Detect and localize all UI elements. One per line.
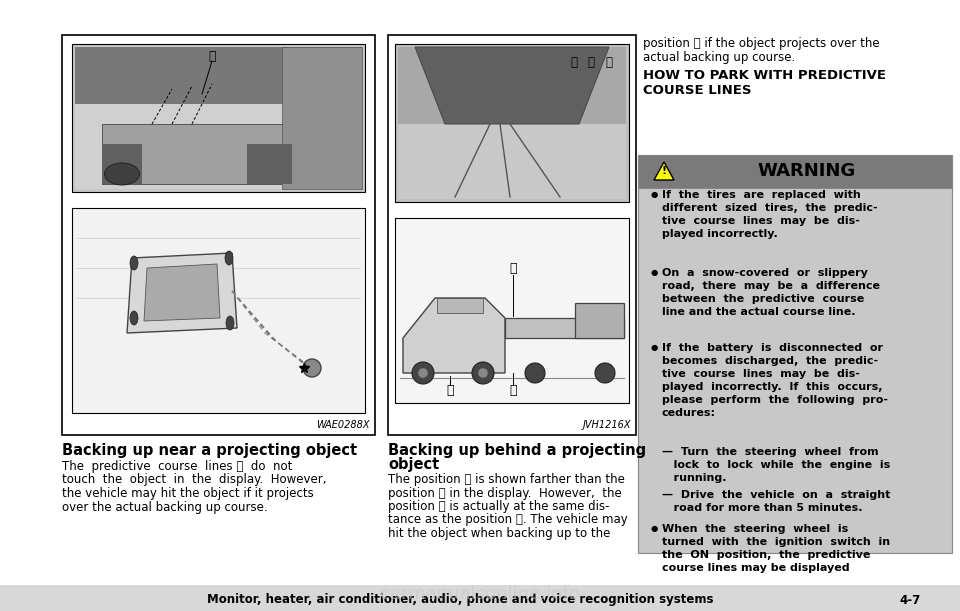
FancyBboxPatch shape — [0, 585, 960, 611]
Text: Ⓒ: Ⓒ — [570, 56, 578, 68]
Text: Ⓐ: Ⓐ — [446, 384, 454, 398]
Ellipse shape — [418, 368, 428, 378]
Text: WARNING: WARNING — [757, 162, 856, 180]
Ellipse shape — [478, 368, 488, 378]
Polygon shape — [654, 162, 674, 180]
Polygon shape — [575, 303, 624, 338]
Text: road,  there  may  be  a  difference: road, there may be a difference — [662, 281, 880, 291]
Polygon shape — [437, 298, 483, 313]
Text: course lines may be displayed: course lines may be displayed — [662, 563, 850, 573]
Text: Ⓐ: Ⓐ — [208, 49, 216, 62]
Text: —  Turn  the  steering  wheel  from: — Turn the steering wheel from — [662, 447, 878, 457]
Text: ●: ● — [651, 268, 659, 277]
Text: The position Ⓒ is shown farther than the: The position Ⓒ is shown farther than the — [388, 473, 625, 486]
Polygon shape — [247, 144, 292, 184]
Polygon shape — [398, 47, 626, 199]
Text: The  predictive  course  lines Ⓐ  do  not: The predictive course lines Ⓐ do not — [62, 460, 293, 473]
Text: carmanualsonline.info: carmanualsonline.info — [380, 585, 580, 603]
Text: JVH1216X: JVH1216X — [583, 420, 631, 430]
Polygon shape — [398, 124, 626, 199]
Text: please  perform  the  following  pro-: please perform the following pro- — [662, 395, 888, 405]
Text: tive  course  lines  may  be  dis-: tive course lines may be dis- — [662, 216, 860, 226]
Text: tive  course  lines  may  be  dis-: tive course lines may be dis- — [662, 369, 860, 379]
Ellipse shape — [595, 363, 615, 383]
Text: position Ⓒ is actually at the same dis-: position Ⓒ is actually at the same dis- — [388, 500, 610, 513]
Text: Monitor, heater, air conditioner, audio, phone and voice recognition systems: Monitor, heater, air conditioner, audio,… — [206, 593, 713, 607]
FancyBboxPatch shape — [638, 155, 952, 188]
FancyBboxPatch shape — [72, 208, 365, 413]
Text: over the actual backing up course.: over the actual backing up course. — [62, 500, 268, 513]
Text: Backing up behind a projecting: Backing up behind a projecting — [388, 443, 646, 458]
Text: becomes  discharged,  the  predic-: becomes discharged, the predic- — [662, 356, 878, 366]
Text: played  incorrectly.  If  this  occurs,: played incorrectly. If this occurs, — [662, 382, 882, 392]
FancyBboxPatch shape — [75, 47, 362, 189]
Ellipse shape — [105, 163, 139, 185]
Text: hit the object when backing up to the: hit the object when backing up to the — [388, 527, 611, 540]
Polygon shape — [403, 298, 505, 373]
Text: position Ⓑ in the display.  However,  the: position Ⓑ in the display. However, the — [388, 486, 622, 500]
Text: cedures:: cedures: — [662, 408, 716, 418]
Polygon shape — [282, 47, 362, 189]
Text: If  the  tires  are  replaced  with: If the tires are replaced with — [662, 190, 861, 200]
Text: Ⓑ: Ⓑ — [588, 56, 594, 68]
Polygon shape — [127, 253, 237, 333]
Text: When  the  steering  wheel  is: When the steering wheel is — [662, 524, 849, 534]
Text: On  a  snow-covered  or  slippery: On a snow-covered or slippery — [662, 268, 868, 278]
Text: road for more than 5 minutes.: road for more than 5 minutes. — [662, 503, 862, 513]
Polygon shape — [415, 47, 609, 124]
Text: ●: ● — [651, 190, 659, 199]
Text: Ⓑ: Ⓑ — [509, 384, 516, 398]
Text: running.: running. — [662, 473, 727, 483]
Text: Backing up near a projecting object: Backing up near a projecting object — [62, 443, 357, 458]
Text: 4-7: 4-7 — [900, 593, 921, 607]
Text: line and the actual course line.: line and the actual course line. — [662, 307, 855, 317]
Polygon shape — [505, 318, 624, 338]
Text: —  Drive  the  vehicle  on  a  straight: — Drive the vehicle on a straight — [662, 490, 890, 500]
Text: Ⓐ: Ⓐ — [606, 56, 612, 68]
Text: the  ON  position,  the  predictive: the ON position, the predictive — [662, 550, 871, 560]
FancyBboxPatch shape — [72, 44, 365, 192]
Text: ●: ● — [651, 343, 659, 352]
Text: If  the  battery  is  disconnected  or: If the battery is disconnected or — [662, 343, 883, 353]
Ellipse shape — [525, 363, 545, 383]
Ellipse shape — [130, 311, 138, 325]
Text: position Ⓐ if the object projects over the: position Ⓐ if the object projects over t… — [643, 37, 879, 50]
Text: actual backing up course.: actual backing up course. — [643, 51, 795, 64]
Ellipse shape — [225, 251, 233, 265]
Text: played incorrectly.: played incorrectly. — [662, 229, 778, 239]
FancyBboxPatch shape — [395, 218, 629, 403]
FancyBboxPatch shape — [395, 44, 629, 202]
Text: lock  to  lock  while  the  engine  is: lock to lock while the engine is — [662, 460, 890, 470]
Text: different  sized  tires,  the  predic-: different sized tires, the predic- — [662, 203, 877, 213]
Ellipse shape — [412, 362, 434, 384]
Text: the vehicle may hit the object if it projects: the vehicle may hit the object if it pro… — [62, 487, 314, 500]
Text: WAE0288X: WAE0288X — [317, 420, 370, 430]
Text: Ⓒ: Ⓒ — [509, 262, 516, 274]
Polygon shape — [75, 47, 362, 104]
Polygon shape — [75, 104, 362, 189]
FancyBboxPatch shape — [388, 35, 636, 435]
Text: !: ! — [661, 166, 666, 176]
FancyBboxPatch shape — [62, 35, 375, 435]
Text: between  the  predictive  course: between the predictive course — [662, 294, 864, 304]
Text: touch  the  object  in  the  display.  However,: touch the object in the display. However… — [62, 474, 326, 486]
Polygon shape — [102, 144, 142, 184]
FancyBboxPatch shape — [638, 155, 952, 553]
Ellipse shape — [130, 256, 138, 270]
Text: tance as the position Ⓐ. The vehicle may: tance as the position Ⓐ. The vehicle may — [388, 513, 628, 527]
Ellipse shape — [303, 359, 321, 377]
Text: ●: ● — [651, 524, 659, 533]
Ellipse shape — [226, 316, 234, 330]
Text: object: object — [388, 457, 440, 472]
Text: COURSE LINES: COURSE LINES — [643, 84, 752, 97]
Ellipse shape — [472, 362, 494, 384]
Polygon shape — [144, 264, 220, 321]
Text: HOW TO PARK WITH PREDICTIVE: HOW TO PARK WITH PREDICTIVE — [643, 69, 886, 82]
Text: turned  with  the  ignition  switch  in: turned with the ignition switch in — [662, 537, 890, 547]
Polygon shape — [102, 124, 292, 184]
